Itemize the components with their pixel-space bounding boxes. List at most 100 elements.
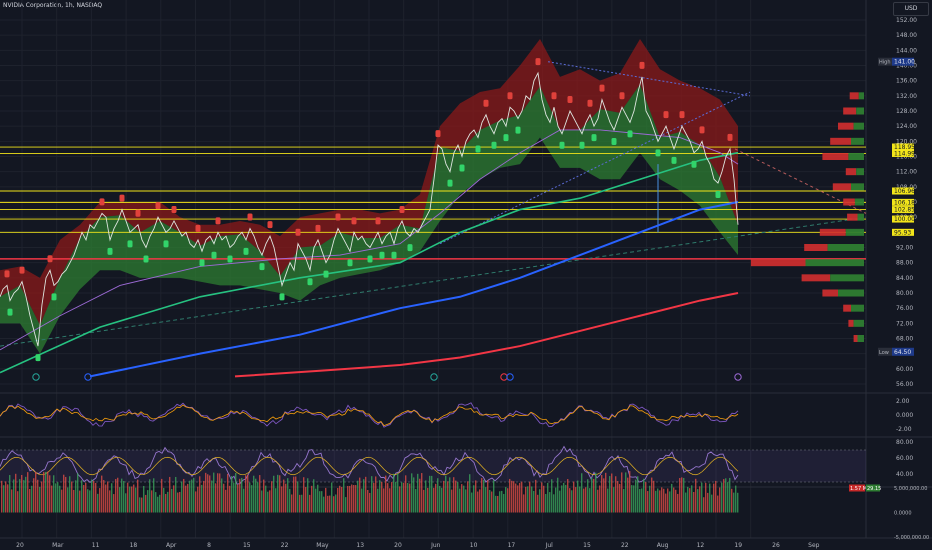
volume-bar xyxy=(613,487,615,513)
volume-bar xyxy=(281,486,283,513)
time-tick-label: May xyxy=(316,542,329,549)
sell-signal-marker xyxy=(599,84,605,92)
volume-bar xyxy=(697,489,699,513)
time-tick-label: 10 xyxy=(470,542,478,549)
volume-bar xyxy=(379,480,381,513)
volume-bar xyxy=(51,485,53,513)
sell-signal-marker xyxy=(351,217,357,225)
volume-bar xyxy=(675,489,677,513)
volume-bar xyxy=(377,488,379,513)
volume-bar xyxy=(667,488,669,513)
volume-bar xyxy=(81,480,83,513)
volume-bar xyxy=(645,482,647,513)
volume-bar xyxy=(57,482,59,513)
sell-signal-marker xyxy=(195,224,201,232)
volume-bar xyxy=(309,494,311,513)
buy-signal-marker xyxy=(407,244,413,252)
volume-bar xyxy=(611,473,613,513)
volume-bar xyxy=(563,482,565,513)
volume-bar xyxy=(643,478,645,513)
vp-buy-bar xyxy=(851,304,864,312)
volume-bar xyxy=(203,480,205,513)
volume-bar xyxy=(471,492,473,513)
time-tick-label: Sep xyxy=(808,542,820,549)
volume-bar xyxy=(421,473,423,513)
volume-bar xyxy=(359,477,361,513)
volume-bar xyxy=(89,490,91,513)
volume-bar xyxy=(635,479,637,513)
oscillator-2-line xyxy=(0,445,739,485)
level-price-label: 106.18 xyxy=(894,199,915,206)
volume-bar xyxy=(647,491,649,513)
oscillator-1-tick: 2.00 xyxy=(896,398,910,405)
sell-signal-marker xyxy=(47,255,53,263)
volume-bar xyxy=(567,479,569,513)
volume-bar xyxy=(35,471,37,513)
volume-bar xyxy=(119,487,121,513)
volume-bar xyxy=(537,494,539,513)
volume-bar xyxy=(511,480,513,513)
volume-bar xyxy=(105,484,107,513)
buy-signal-marker xyxy=(655,149,661,157)
volume-bar xyxy=(245,475,247,513)
volume-bar xyxy=(599,485,601,513)
sell-signal-marker xyxy=(99,198,105,206)
vp-sell-bar xyxy=(848,319,854,327)
buy-signal-marker xyxy=(51,293,57,301)
volume-bar xyxy=(401,482,403,513)
volume-tick: -5,000,000.00 xyxy=(894,535,929,541)
volume-bar xyxy=(333,496,335,513)
volume-bar xyxy=(539,489,541,513)
volume-bar xyxy=(189,480,191,513)
volume-bar xyxy=(67,487,69,513)
volume-bar xyxy=(27,472,29,513)
volume-bar xyxy=(109,490,111,513)
volume-bar xyxy=(561,485,563,513)
volume-bar xyxy=(123,480,125,513)
volume-bar xyxy=(25,476,27,513)
high-value-label: 141.00 xyxy=(894,59,915,66)
volume-bar xyxy=(625,472,627,513)
buy-signal-marker xyxy=(227,255,233,263)
volume-bar xyxy=(135,487,137,513)
volume-bar xyxy=(615,476,617,513)
volume-bar xyxy=(37,479,39,513)
volume-bar xyxy=(619,483,621,513)
sell-signal-marker xyxy=(315,224,321,232)
buy-signal-marker xyxy=(591,134,597,142)
volume-bar xyxy=(691,485,693,513)
volume-bar xyxy=(97,493,99,513)
volume-bar xyxy=(263,479,265,513)
level-price-label: 114.99 xyxy=(894,150,915,157)
vp-sell-bar xyxy=(847,213,858,221)
volume-bar xyxy=(391,482,393,513)
volume-bar xyxy=(693,492,695,513)
vp-sell-bar xyxy=(849,92,859,100)
volume-bar xyxy=(131,486,133,513)
volume-tick: 5,000,000.00 xyxy=(894,486,927,492)
vp-buy-bar xyxy=(857,335,864,342)
volume-bar xyxy=(349,485,351,513)
vp-buy-bar xyxy=(848,153,864,160)
volume-bar xyxy=(137,479,139,513)
vp-sell-bar xyxy=(804,244,828,251)
sell-signal-marker xyxy=(535,58,541,66)
currency-button[interactable]: USD xyxy=(893,2,929,16)
vp-buy-bar xyxy=(827,244,864,251)
volume-bar xyxy=(385,475,387,513)
volume-bar xyxy=(149,479,151,513)
event-icon xyxy=(32,373,40,381)
volume-bar xyxy=(343,478,345,513)
vp-sell-bar xyxy=(750,259,806,267)
level-price-label: 95.93 xyxy=(894,229,911,236)
volume-bar xyxy=(419,478,421,513)
price-tick-label: 124.00 xyxy=(896,123,917,130)
vp-sell-bar xyxy=(822,153,849,160)
level-price-label: 106.96 xyxy=(894,188,915,195)
volume-bar xyxy=(415,489,417,513)
volume-bar xyxy=(639,489,641,513)
volume-bar xyxy=(165,493,167,513)
volume-bar xyxy=(293,476,295,513)
trendline-rising xyxy=(439,91,751,245)
